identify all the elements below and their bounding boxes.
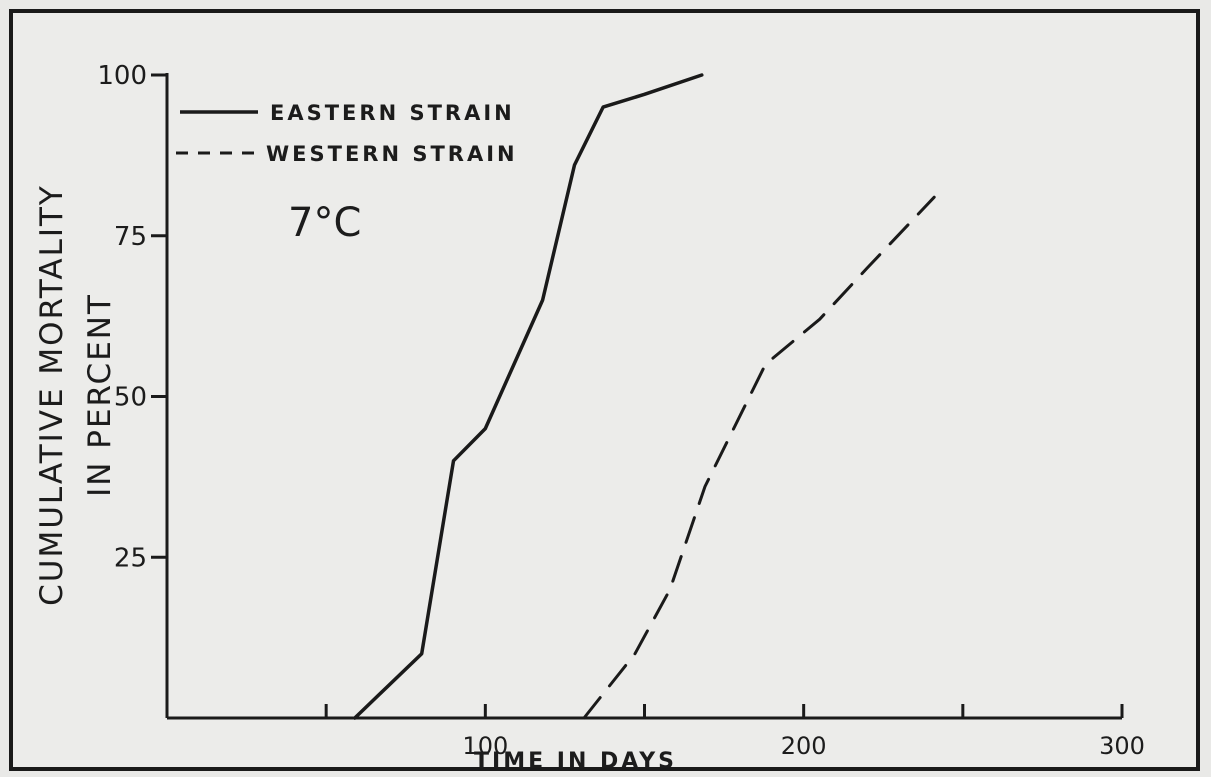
legend: EASTERN STRAIN WESTERN STRAIN xyxy=(176,101,518,166)
y-axis-label-line2: IN PERCENT xyxy=(82,293,118,497)
y-tick-label: 75 xyxy=(114,222,147,252)
y-axis-label-line2-group: IN PERCENT xyxy=(82,293,118,497)
x-ticks: 100 200 300 xyxy=(324,704,1145,760)
series-line-western xyxy=(582,195,936,720)
chart-frame xyxy=(9,9,1200,771)
y-tick-label: 50 xyxy=(114,383,147,413)
x-tick-label: 300 xyxy=(1099,732,1145,760)
series-line-eastern xyxy=(353,73,704,720)
y-axis-label-line1-group: CUMULATIVE MORTALITY xyxy=(34,184,70,606)
x-tick-label: 100 xyxy=(462,732,508,760)
series-layer xyxy=(353,73,936,720)
legend-label-eastern: EASTERN STRAIN xyxy=(270,101,515,125)
y-tick-label: 100 xyxy=(97,61,147,91)
y-axis-label-line1: CUMULATIVE MORTALITY xyxy=(34,184,70,606)
x-axis-label: TIME IN DAYS xyxy=(474,749,677,774)
y-tick-label: 25 xyxy=(114,543,147,573)
x-tick-label: 200 xyxy=(781,732,827,760)
legend-label-western: WESTERN STRAIN xyxy=(266,142,518,166)
y-ticks: 25 50 75 100 xyxy=(97,61,167,573)
temperature-annotation: 7°C xyxy=(288,200,361,246)
